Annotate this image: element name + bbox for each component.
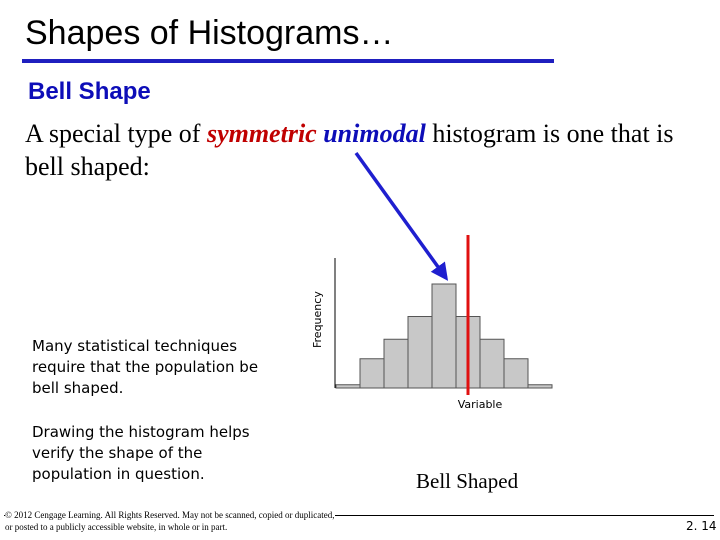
note-verify: Drawing the histogram helps verify the s… xyxy=(32,423,250,483)
histogram-bar xyxy=(479,338,505,389)
histogram-bar xyxy=(527,384,553,389)
histogram-bar xyxy=(335,384,361,389)
footer-rule xyxy=(4,515,714,516)
page-number: 2. 14 xyxy=(686,519,717,533)
histogram-bar xyxy=(383,338,409,389)
subheading: Bell Shape xyxy=(28,78,151,105)
body-text-part1: A special type of xyxy=(25,119,207,148)
symmetric-term: symmetric xyxy=(206,119,317,148)
body-text: A special type of symmetric unimodal his… xyxy=(25,117,715,183)
note-techniques: Many statistical techniques require that… xyxy=(32,337,259,397)
histogram-bars xyxy=(335,283,553,389)
histogram-chart: Frequency Variable xyxy=(311,235,553,411)
histogram-bar xyxy=(407,316,433,389)
copyright-notice: © 2012 Cengage Learning. All Rights Rese… xyxy=(5,509,335,533)
unimodal-term: unimodal xyxy=(323,119,426,148)
chart-caption: Bell Shaped xyxy=(416,469,519,493)
y-axis-label: Frequency xyxy=(311,291,324,348)
slide-title: Shapes of Histograms… xyxy=(25,14,394,52)
x-axis-label: Variable xyxy=(458,398,503,411)
title-underline xyxy=(22,59,554,63)
histogram-bar xyxy=(359,358,385,389)
histogram-bar xyxy=(431,283,457,389)
body-text-part2: histogram is one that is bell shaped: xyxy=(25,119,674,181)
histogram-bar xyxy=(503,358,529,389)
